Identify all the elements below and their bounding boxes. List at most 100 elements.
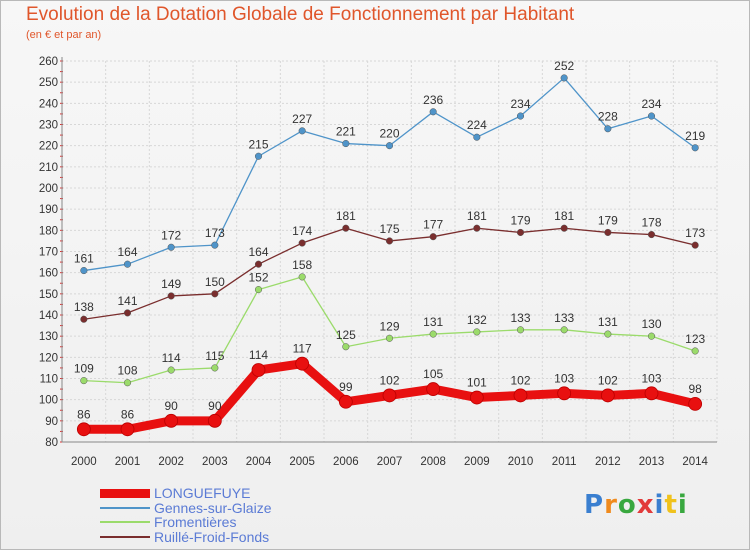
logo-letter: P [584,490,605,520]
data-label: 173 [205,226,225,240]
data-point [691,347,699,355]
data-labels: 161 164 172 173 215 227 221 220 236 224 234 252 228 2… [74,59,706,421]
x-tick-label: 2006 [333,456,359,468]
data-label: 149 [161,277,181,291]
data-point [426,382,441,396]
data-point [429,108,437,116]
data-label: 215 [248,137,268,151]
data-label: 103 [554,371,574,385]
data-point [254,286,263,294]
data-label: 236 [423,93,443,107]
data-point [167,292,175,300]
x-tick-label: 2007 [377,456,403,468]
logo-letter: i [677,490,688,520]
x-tick-label: 2009 [464,456,490,468]
data-label: 114 [162,351,181,365]
data-label: 131 [423,315,443,329]
legend-swatch [100,489,150,498]
data-label: 234 [510,97,530,111]
data-label: 177 [423,218,443,232]
data-point [382,388,397,403]
logo-letter: t [664,490,678,520]
x-tick-label: 2012 [595,456,621,468]
data-label: 98 [688,382,702,396]
logo-letter: r [604,490,618,520]
data-label: 161 [74,252,94,266]
data-label: 227 [292,112,312,126]
data-point [251,363,266,377]
data-point [80,377,88,385]
data-point [76,422,91,437]
data-point [516,326,525,334]
data-point [298,239,306,247]
legend-swatch [100,535,150,538]
legend-label: Fromentières [154,514,237,530]
data-label: 86 [121,407,135,421]
data-point [691,144,699,152]
axes: 8090100110120130140150160170180190200210… [39,56,717,468]
data-point [164,413,179,428]
y-tick-label: 200 [39,183,58,195]
chart-subtitle: (en € et par an) [26,29,102,41]
x-tick-label: 2003 [202,456,228,468]
y-tick-label: 160 [39,268,58,280]
data-label: 101 [467,376,487,390]
data-label: 173 [685,226,705,240]
data-point [298,127,306,135]
x-tick-label: 2014 [682,456,708,468]
legend-swatch [100,506,150,509]
x-tick-label: 2005 [289,456,315,468]
y-tick-label: 250 [39,77,58,89]
data-label: 220 [379,127,399,141]
x-tick-label: 2001 [115,456,141,468]
data-label: 115 [205,349,224,363]
data-point [560,326,568,334]
y-tick-label: 130 [39,331,58,343]
data-point [473,224,481,232]
data-label: 164 [117,245,137,259]
data-label: 158 [292,258,312,272]
data-point [123,260,132,268]
y-tick-label: 110 [40,374,58,386]
series-layer [76,74,703,437]
data-label: 221 [336,125,356,139]
data-label: 102 [379,373,399,387]
legend-label: Gennes-sur-Glaize [154,499,272,516]
data-label: 175 [379,222,399,236]
data-point [342,140,350,148]
data-label: 181 [467,209,487,223]
y-tick-label: 230 [39,120,58,132]
data-point [560,224,568,232]
x-tick-label: 2000 [71,456,97,468]
data-point [295,356,310,371]
data-label: 179 [598,213,618,227]
y-tick-label: 170 [39,247,58,259]
y-tick-label: 100 [39,395,58,407]
data-point [644,386,659,401]
y-tick-label: 150 [39,289,58,301]
data-point [254,152,263,160]
y-tick-label: 190 [39,204,58,216]
x-tick-label: 2013 [639,456,665,468]
data-point [80,315,88,323]
data-point [688,396,703,411]
data-point [691,241,699,249]
data-point [429,233,437,241]
data-point [560,74,568,82]
data-label: 117 [293,342,312,356]
data-label: 125 [336,328,356,342]
data-point [647,231,656,239]
y-tick-label: 220 [39,141,58,153]
data-label: 130 [641,317,661,331]
data-label: 123 [685,332,705,346]
data-point [80,267,88,275]
data-label: 228 [598,110,618,124]
y-tick-label: 140 [39,310,58,322]
data-label: 133 [554,311,574,325]
data-point [385,142,394,150]
data-point [429,330,437,338]
data-point [211,290,219,298]
data-label: 102 [510,373,530,387]
